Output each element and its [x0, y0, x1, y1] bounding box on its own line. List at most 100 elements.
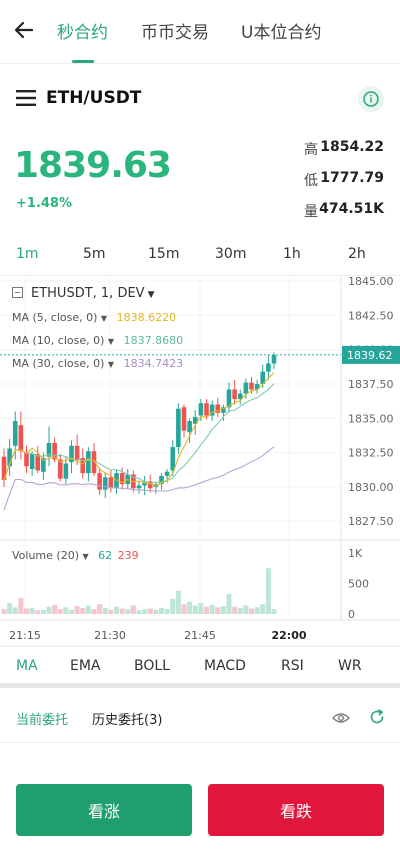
indicator-boll[interactable]: BOLL — [134, 658, 170, 674]
interval-15m[interactable]: 15m — [148, 246, 180, 262]
indicator-wr[interactable]: WR — [338, 658, 362, 674]
interval-30m[interactable]: 30m — [215, 246, 247, 262]
volume-bar — [29, 607, 35, 614]
volume-bar — [97, 604, 103, 614]
volume-bar — [69, 609, 74, 614]
info-icon[interactable] — [358, 86, 384, 112]
price-tick-label: 1835.00 — [348, 412, 394, 425]
candle-body — [97, 473, 102, 490]
ma30-legend[interactable]: MA (30, close, 0) ▼ 1834.7423 — [12, 357, 183, 370]
indicator-ma[interactable]: MA — [16, 658, 38, 674]
volume-bar — [170, 598, 176, 614]
volume-bar — [40, 609, 46, 614]
last-price: 1839.63 — [14, 145, 172, 186]
volume-bar — [52, 604, 58, 614]
ma10-legend[interactable]: MA (10, close, 0) ▼ 1837.8680 — [12, 334, 183, 347]
chart-symbol-row[interactable]: ETHUSDT, 1, DEV ▼ — [12, 286, 155, 301]
candle-body — [41, 458, 46, 472]
volume-label: 量 — [304, 204, 318, 220]
candle-body — [119, 473, 125, 485]
ma5-line — [3, 372, 275, 487]
volume-bar — [204, 606, 209, 614]
ma30-line — [3, 446, 275, 511]
chevron-down-icon[interactable]: ▼ — [147, 290, 155, 300]
volume-tick-label: 1K — [348, 547, 363, 560]
volume-bar — [215, 607, 221, 614]
candlestick-chart-area[interactable]: 1845.001842.501840.001837.501835.001832.… — [0, 275, 400, 647]
candle-body — [91, 451, 97, 474]
volume-bar — [254, 607, 260, 614]
eye-icon[interactable] — [332, 711, 350, 725]
volume-bar — [12, 607, 18, 614]
menu-icon[interactable] — [16, 90, 36, 106]
indicator-macd[interactable]: MACD — [204, 658, 246, 674]
candle-body — [237, 393, 243, 400]
tab-spot-trading[interactable]: 币币交易 — [141, 23, 209, 43]
candle-body — [142, 481, 147, 486]
collapse-icon[interactable] — [12, 287, 23, 298]
volume-bar — [271, 609, 277, 614]
back-arrow-icon[interactable] — [12, 18, 36, 42]
candle-body — [1, 456, 7, 481]
interval-1h[interactable]: 1h — [283, 246, 301, 262]
interval-2h[interactable]: 2h — [348, 246, 366, 262]
chevron-down-icon[interactable]: ▼ — [107, 337, 115, 346]
buy-down-button[interactable]: 看跌 — [208, 784, 384, 836]
candle-body — [24, 452, 29, 467]
volume-bar — [243, 605, 249, 614]
ma10-label: MA (10, close, 0) — [12, 334, 105, 347]
volume-tick-label: 500 — [348, 578, 369, 591]
volume-bar — [130, 605, 136, 614]
indicator-tabs: MA EMA BOLL MACD RSI WR — [0, 648, 400, 688]
volume-value: 474.51K — [319, 201, 384, 217]
interval-5m[interactable]: 5m — [83, 246, 106, 262]
candle-body — [187, 421, 192, 433]
candle-body — [136, 485, 142, 489]
active-tab-indicator — [72, 60, 94, 63]
high-label: 高 — [304, 142, 318, 158]
pair-symbol[interactable]: ETH/USDT — [46, 88, 142, 108]
volume-bar — [108, 609, 114, 614]
refresh-icon[interactable] — [369, 709, 385, 725]
time-tick-label: 21:15 — [9, 629, 41, 642]
interval-1m[interactable]: 1m — [16, 246, 39, 262]
price-tick-label: 1827.50 — [348, 515, 394, 528]
candle-body — [108, 477, 114, 489]
tab-current-orders[interactable]: 当前委托 — [16, 713, 69, 728]
volume-bar — [249, 608, 254, 614]
volume-bar — [147, 608, 153, 614]
chart-symbol: ETHUSDT, 1, DEV — [31, 286, 145, 301]
tab-usdt-futures[interactable]: U本位合约 — [241, 23, 322, 43]
volume-bar — [187, 601, 193, 614]
tab-second-contract[interactable]: 秒合约 — [57, 23, 108, 43]
ma5-label: MA (5, close, 0) — [12, 311, 98, 324]
indicator-rsi[interactable]: RSI — [281, 658, 304, 674]
candle-body — [159, 475, 164, 485]
buy-up-button[interactable]: 看涨 — [16, 784, 192, 836]
chevron-down-icon[interactable]: ▼ — [82, 552, 89, 561]
candle-body — [102, 477, 108, 490]
volume-bar — [114, 606, 119, 614]
candle-body — [260, 371, 266, 384]
tab-order-history[interactable]: 历史委托(3) — [92, 713, 163, 728]
candle-body — [74, 445, 80, 460]
volume-bar — [80, 607, 86, 614]
candlestick-chart[interactable]: 1845.001842.501840.001837.501835.001832.… — [0, 275, 400, 647]
price-tick-label: 1842.50 — [348, 309, 394, 322]
indicator-ema[interactable]: EMA — [70, 658, 101, 674]
volume-legend[interactable]: Volume (20) ▼ 62 239 — [12, 549, 139, 562]
candle-body — [7, 448, 12, 467]
price-tick-label: 1830.00 — [348, 481, 394, 494]
candle-body — [86, 451, 91, 474]
orders-bar: 当前委托 历史委托(3) — [0, 693, 400, 743]
candle-body — [232, 389, 237, 400]
ma5-legend[interactable]: MA (5, close, 0) ▼ 1838.6220 — [12, 311, 176, 324]
volume-bar — [164, 609, 170, 614]
volume-bar — [18, 598, 24, 614]
candle-body — [29, 453, 35, 470]
candle-body — [52, 442, 57, 460]
volume-bar — [209, 604, 215, 614]
chevron-down-icon[interactable]: ▼ — [100, 314, 108, 323]
chevron-down-icon[interactable]: ▼ — [107, 360, 115, 369]
ma5-value: 1838.6220 — [116, 311, 177, 324]
